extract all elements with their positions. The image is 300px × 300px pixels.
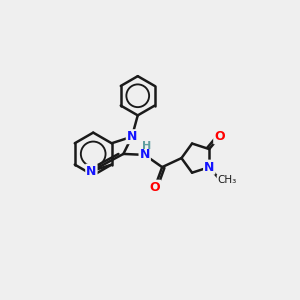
Text: O: O bbox=[214, 130, 225, 143]
Text: N: N bbox=[86, 165, 97, 178]
Text: H: H bbox=[142, 141, 152, 151]
Text: N: N bbox=[204, 160, 214, 174]
Text: N: N bbox=[127, 130, 137, 143]
Text: CH₃: CH₃ bbox=[217, 175, 236, 185]
Text: O: O bbox=[150, 181, 160, 194]
Text: N: N bbox=[140, 148, 150, 161]
